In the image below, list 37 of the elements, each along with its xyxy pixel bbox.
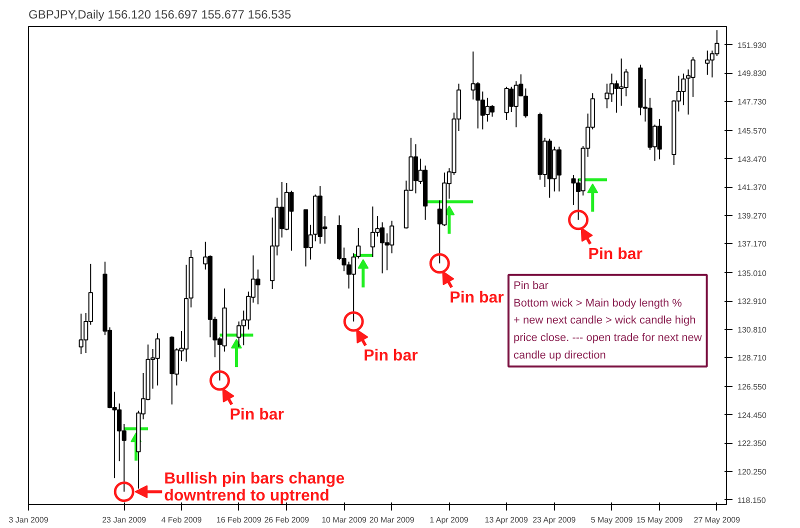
x-tick-label: 16 Feb 2009 [216,516,262,524]
x-tick-label: 13 Apr 2009 [484,516,528,524]
y-tick-label: 124.450 [738,410,767,420]
x-tick-label: 5 May 2009 [590,516,634,524]
y-tick-label: 135.010 [738,268,767,278]
annotation: Pin bar [364,348,418,365]
y-tick-label: 147.730 [738,98,767,106]
x-tick-label: 3 Jan 2009 [8,516,49,524]
y-tick-label: 151.930 [738,40,767,50]
y-tick-label: 143.470 [738,154,767,164]
x-tick-label: 26 Feb 2009 [264,516,310,524]
x-tick-label: 10 Mar 2009 [322,516,368,524]
y-tick-label: 128.710 [738,354,767,363]
x-tick-label: 20 Mar 2009 [369,516,415,524]
x-tick-label: 23 Apr 2009 [532,516,576,524]
x-tick-label: 23 Jan 2009 [102,516,147,524]
x-tick-label: 4 Feb 2009 [161,516,202,524]
y-tick-label: 122.350 [738,439,767,448]
y-tick-label: 139.270 [738,211,767,220]
y-tick-label: 118.150 [738,496,766,505]
x-tick-label: 27 May 2009 [694,516,741,524]
annotation: Pin bar [230,406,284,424]
y-tick-label: 141.370 [738,183,767,192]
y-tick-label: 132.910 [738,297,767,306]
chart-title: GBPJPY,Daily 156.120 156.697 155.677 156.535 [28,8,292,22]
x-tick-label: 1 Apr 2009 [430,516,469,524]
annotation: Pin bar [588,246,643,263]
annotation: Pin bar [450,289,504,306]
annotation: Pin bar Bottom wick > Main body length % + new next candle > wick candle high price close. --- open trade for next new candle up direction [514,280,702,362]
y-tick-label: 137.170 [738,240,767,249]
x-tick-label: 15 May 2009 [636,516,684,524]
y-tick-label: 130.810 [738,325,767,334]
y-tick-label: 126.550 [738,382,767,392]
annotation: Bullish pin bars change downtrend to uptrend [164,470,345,505]
y-tick-label: 120.250 [738,468,767,477]
y-tick-label: 145.570 [738,126,767,136]
y-tick-label: 149.830 [738,69,767,78]
